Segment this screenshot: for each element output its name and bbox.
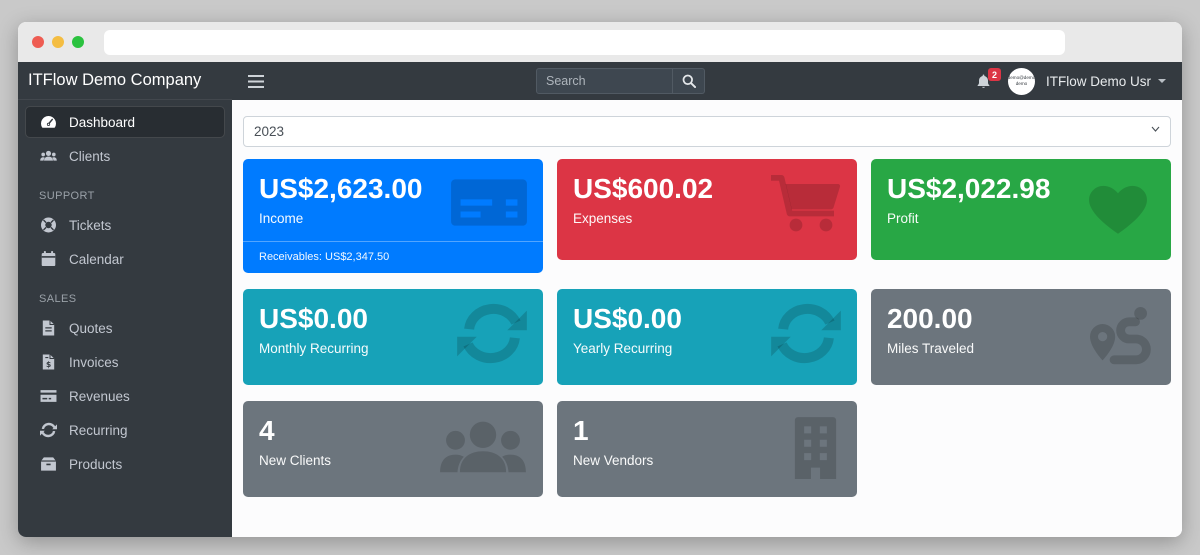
dashboard-content: 2023 US$2,623.00 Income bbox=[232, 100, 1182, 537]
user-name: ITFlow Demo Usr bbox=[1045, 73, 1151, 89]
search-button[interactable] bbox=[673, 68, 705, 94]
sidebar-item-clients[interactable]: Clients bbox=[25, 140, 225, 172]
expenses-card[interactable]: US$600.02 Expenses bbox=[556, 159, 857, 260]
sidebar-item-products[interactable]: Products bbox=[25, 448, 225, 480]
users-icon bbox=[440, 421, 526, 473]
url-bar[interactable] bbox=[104, 29, 1065, 55]
miles-traveled-value: 200.00 bbox=[886, 303, 973, 334]
yearly-recurring-card[interactable]: US$0.00 Yearly Recurring bbox=[556, 289, 857, 385]
calendar-icon bbox=[41, 251, 56, 266]
route-icon bbox=[1089, 307, 1151, 365]
miles-traveled-card[interactable]: 200.00 Miles Traveled bbox=[870, 289, 1171, 385]
profit-label: Profit bbox=[886, 211, 919, 226]
sidebar-item-recurring[interactable]: Recurring bbox=[25, 414, 225, 446]
profit-value: US$2,022.98 bbox=[886, 173, 1051, 204]
minimize-button[interactable] bbox=[52, 36, 64, 48]
heart-icon bbox=[1088, 185, 1147, 234]
credit-card-icon bbox=[451, 179, 527, 226]
notifications-button[interactable]: 2 bbox=[976, 68, 1001, 89]
new-clients-label: New Clients bbox=[259, 453, 332, 468]
gauge-icon bbox=[41, 116, 56, 128]
sidebar-item-invoices[interactable]: $ Invoices bbox=[25, 346, 225, 378]
sidebar-item-dashboard[interactable]: Dashboard bbox=[25, 106, 225, 138]
user-dropdown[interactable]: ITFlow Demo Usr bbox=[1046, 74, 1166, 89]
sidebar-item-label: Calendar bbox=[69, 251, 124, 267]
sidebar-item-label: Quotes bbox=[69, 320, 113, 336]
browser-toolbar bbox=[18, 22, 1182, 62]
sync-icon bbox=[771, 303, 841, 364]
file-invoice-dollar-icon: $ bbox=[42, 354, 55, 370]
top-navbar: 2 demo@demo demo ITFlow Demo Usr bbox=[232, 62, 1182, 100]
year-select[interactable]: 2023 bbox=[243, 116, 1171, 147]
sync-icon bbox=[457, 303, 527, 364]
new-vendors-label: New Vendors bbox=[572, 453, 654, 468]
life-ring-icon bbox=[41, 217, 56, 233]
sidebar-item-label: Recurring bbox=[69, 422, 128, 438]
sidebar-toggle-button[interactable] bbox=[248, 74, 264, 88]
building-icon bbox=[794, 417, 837, 479]
sidebar-item-label: Invoices bbox=[69, 354, 119, 370]
income-receivables-link[interactable]: Receivables: US$2,347.50 bbox=[243, 241, 543, 273]
traffic-lights bbox=[32, 36, 84, 48]
shopping-cart-icon bbox=[770, 175, 841, 232]
profit-card[interactable]: US$2,022.98 Profit bbox=[870, 159, 1171, 260]
new-vendors-value: 1 bbox=[572, 415, 589, 446]
income-value: US$2,623.00 bbox=[259, 173, 423, 204]
income-label: Income bbox=[259, 211, 304, 226]
sidebar-item-calendar[interactable]: Calendar bbox=[25, 243, 225, 275]
sidebar-item-label: Tickets bbox=[69, 217, 112, 233]
chevron-down-icon bbox=[1158, 79, 1166, 83]
search-icon bbox=[682, 74, 696, 88]
avatar[interactable]: demo@demo demo bbox=[1007, 67, 1035, 95]
sidebar-item-label: Products bbox=[69, 456, 123, 472]
sidebar-item-quotes[interactable]: Quotes bbox=[25, 312, 225, 344]
sidebar-section-support: SUPPORT bbox=[39, 190, 95, 202]
brand-title[interactable]: ITFlow Demo Company bbox=[18, 62, 232, 100]
sync-icon bbox=[40, 422, 57, 438]
avatar-text-line2: demo bbox=[1015, 81, 1028, 86]
file-lines-icon bbox=[42, 320, 55, 336]
miles-traveled-label: Miles Traveled bbox=[886, 341, 975, 356]
notification-badge: 2 bbox=[987, 68, 1001, 81]
bell-icon bbox=[977, 74, 990, 88]
users-icon bbox=[40, 150, 57, 161]
bars-icon bbox=[248, 74, 264, 88]
sidebar-nav: Dashboard Clients SUPPORT bbox=[18, 100, 232, 482]
expenses-value: US$600.02 bbox=[572, 173, 714, 204]
new-vendors-card[interactable]: 1 New Vendors bbox=[556, 401, 857, 497]
browser-window: ITFlow Demo Company Dashboard bbox=[18, 22, 1182, 537]
sidebar-item-label: Dashboard bbox=[69, 114, 136, 130]
income-card[interactable]: US$2,623.00 Income Receivables: US$2,347… bbox=[243, 159, 543, 273]
close-button[interactable] bbox=[32, 36, 44, 48]
monthly-recurring-label: Monthly Recurring bbox=[259, 341, 369, 356]
sidebar-item-revenues[interactable]: Revenues bbox=[25, 380, 225, 412]
yearly-recurring-value: US$0.00 bbox=[572, 303, 682, 334]
search-group bbox=[536, 68, 705, 94]
monthly-recurring-value: US$0.00 bbox=[259, 303, 368, 334]
sidebar-item-label: Revenues bbox=[69, 388, 130, 404]
sidebar-section-sales: SALES bbox=[39, 293, 77, 305]
svg-text:$: $ bbox=[46, 360, 51, 369]
credit-card-icon bbox=[40, 390, 57, 402]
sidebar: ITFlow Demo Company Dashboard bbox=[18, 62, 232, 537]
maximize-button[interactable] bbox=[72, 36, 84, 48]
new-clients-card[interactable]: 4 New Clients bbox=[243, 401, 543, 497]
avatar-text-line1: demo@demo bbox=[1007, 74, 1035, 80]
monthly-recurring-card[interactable]: US$0.00 Monthly Recurring bbox=[243, 289, 543, 385]
sidebar-item-tickets[interactable]: Tickets bbox=[25, 209, 225, 241]
new-clients-value: 4 bbox=[259, 415, 275, 446]
yearly-recurring-label: Yearly Recurring bbox=[572, 341, 673, 356]
box-icon bbox=[41, 457, 56, 471]
expenses-label: Expenses bbox=[572, 211, 633, 226]
search-input[interactable] bbox=[536, 68, 673, 94]
sidebar-item-label: Clients bbox=[69, 148, 111, 164]
